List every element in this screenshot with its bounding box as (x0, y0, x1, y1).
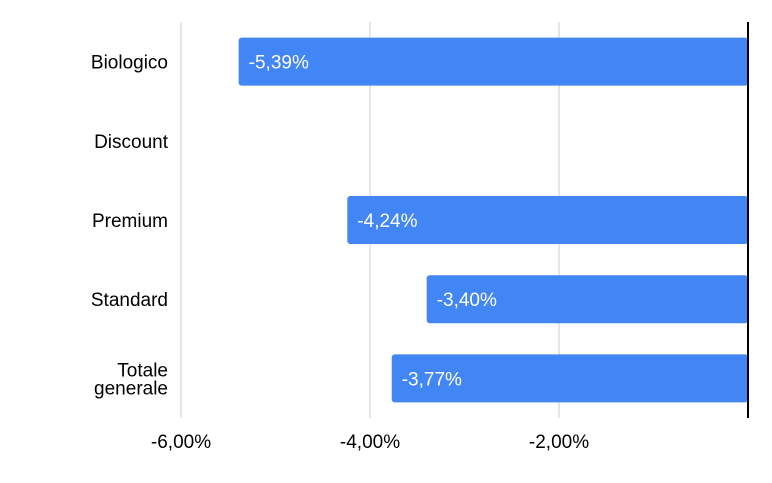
data-label: -3,40% (437, 290, 497, 311)
category-label: Premium (92, 211, 168, 232)
x-tick-label: -2,00% (529, 432, 589, 453)
bar (391, 354, 748, 403)
x-tick-label: -6,00% (151, 432, 211, 453)
bar (426, 275, 748, 324)
data-label: -4,24% (357, 211, 417, 232)
category-label: Totale generale (94, 360, 168, 399)
bar (238, 37, 748, 86)
category-label: Discount (94, 132, 169, 153)
category-label: Standard (91, 290, 168, 311)
x-tick-label: -4,00% (340, 432, 400, 453)
data-label: -3,77% (402, 369, 462, 390)
bar (347, 196, 748, 244)
data-label: -5,39% (249, 53, 309, 74)
category-label: Biologico (91, 53, 168, 74)
